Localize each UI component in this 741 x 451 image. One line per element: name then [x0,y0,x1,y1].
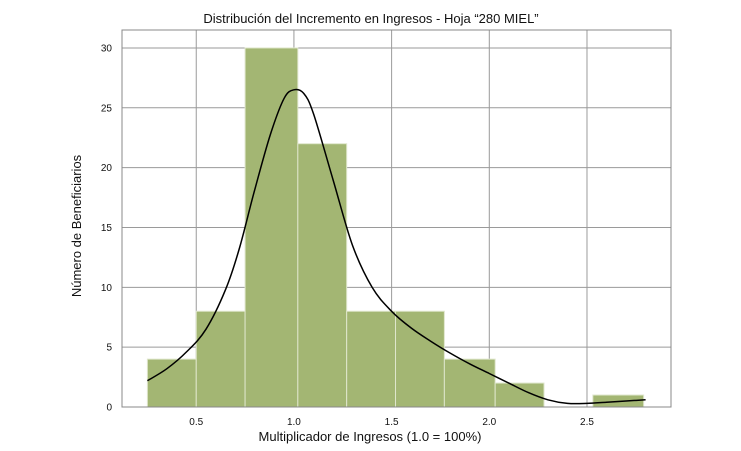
histogram-bar [195,310,246,408]
x-tick-label: 2.0 [482,417,496,428]
histogram-bar [494,382,545,408]
y-axis-label: Número de Beneficiarios [69,154,84,297]
histogram-bar [244,47,299,408]
histogram-bar [395,310,445,408]
plot-frame [121,29,672,408]
histogram-bar [297,143,348,408]
y-tick-label: 15 [101,223,113,234]
histogram-bar [346,310,397,408]
x-tick-label: 2.5 [580,417,594,428]
y-tick-label: 10 [101,283,113,294]
bars [146,47,645,408]
x-tick-label: 1.0 [287,417,301,428]
y-tick-label: 20 [101,163,113,174]
x-tick-labels: 0.5 1.0 1.5 2.0 2.5 [189,417,594,428]
x-axis-label: Multiplicador de Ingresos (1.0 = 100%) [259,429,482,444]
x-tick-label: 0.5 [189,417,203,428]
histogram-bar [443,358,496,408]
histogram-bar [146,358,197,408]
y-tick-label: 5 [106,343,112,354]
x-tick-label: 1.5 [385,417,399,428]
chart-title: Distribución del Incremento en Ingresos … [203,11,538,26]
y-tick-label: 0 [106,403,112,414]
y-tick-labels: 0 5 10 15 20 25 30 [101,43,113,413]
kde-curve [147,88,646,405]
y-tick-label: 30 [101,43,113,54]
y-tick-label: 25 [101,103,113,114]
